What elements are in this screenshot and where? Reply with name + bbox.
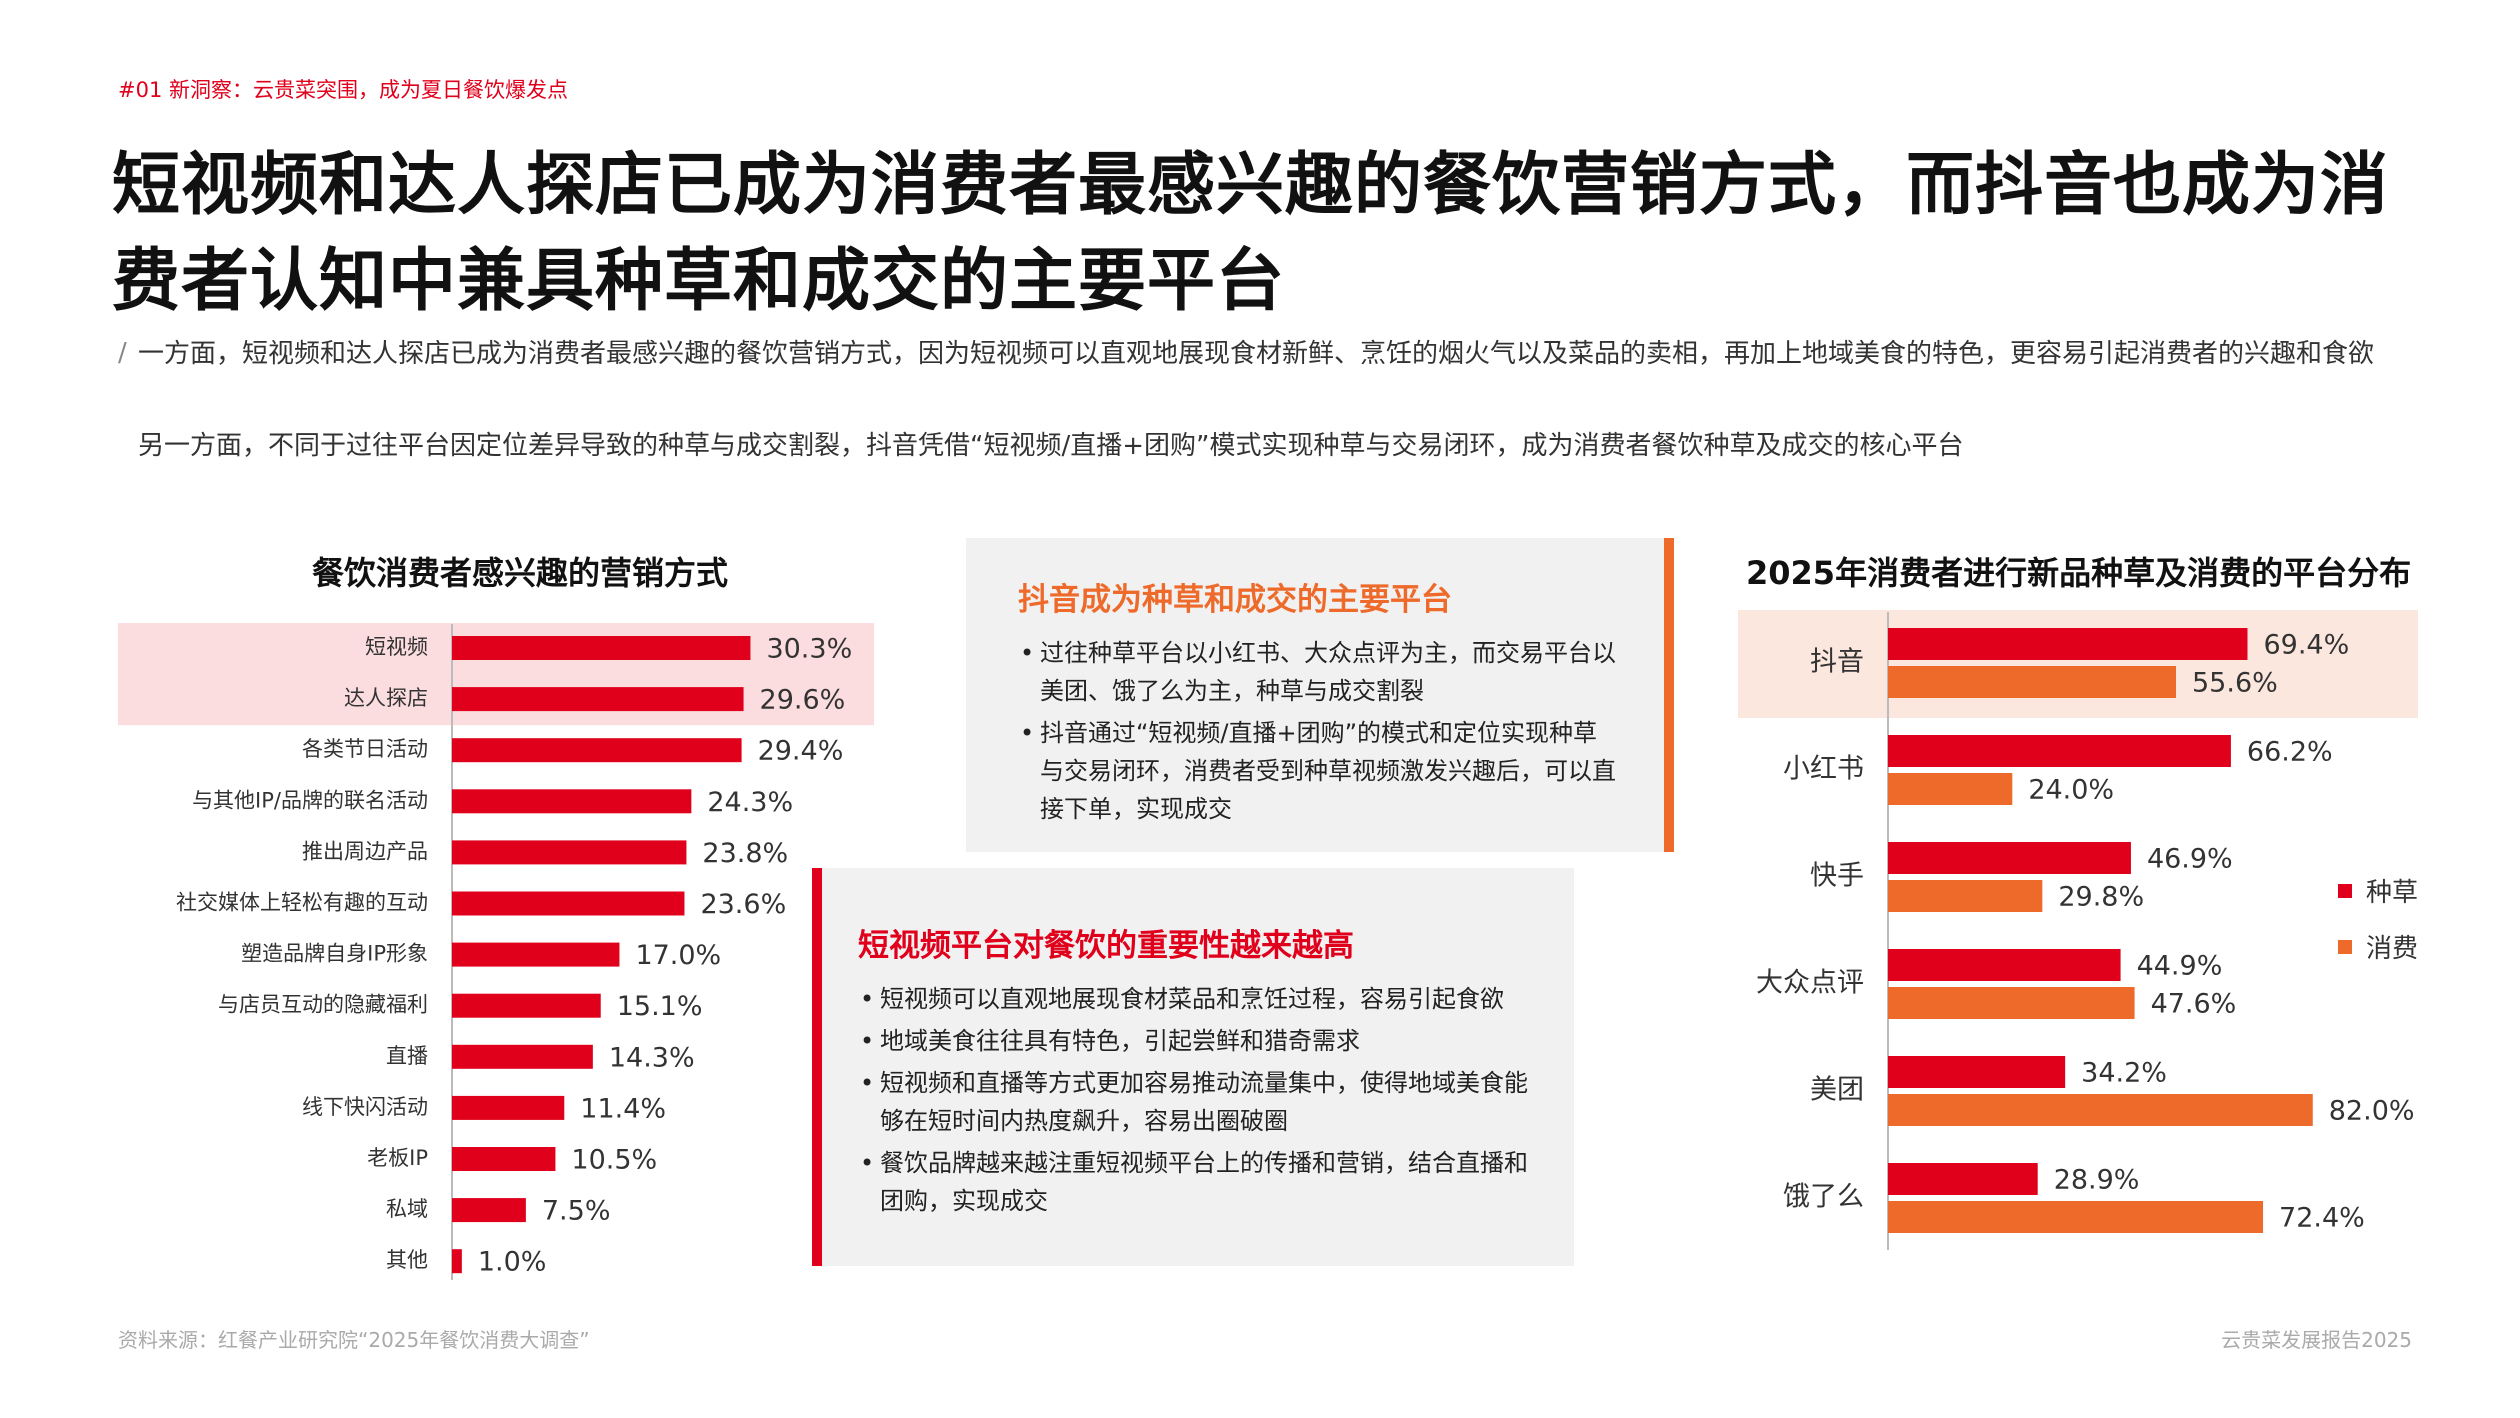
short-video-insight-box: 短视频平台对餐饮的重要性越来越高 短视频可以直观地展现食材菜品和烹饪过程，容易引…: [812, 868, 1574, 1266]
left-chart-value-label: 29.4%: [758, 736, 844, 767]
right-chart-purchase-value: 47.6%: [2151, 989, 2237, 1020]
left-chart-category-label: 推出周边产品: [302, 839, 428, 863]
short-video-insight-item: 短视频可以直观地展现食材菜品和烹饪过程，容易引起食欲: [860, 980, 1550, 1018]
short-video-insight-item: 短视频和直播等方式更加容易推动流量集中，使得地域美食能够在短时间内热度飙升，容易…: [860, 1064, 1550, 1140]
left-chart-category-label: 短视频: [365, 635, 428, 659]
right-chart-purchase-bar: [1888, 773, 2013, 805]
left-chart-value-label: 23.6%: [700, 889, 786, 920]
right-chart-category-label: 快手: [1810, 861, 1864, 892]
right-chart-category-label: 大众点评: [1756, 968, 1864, 999]
legend-item-purchase: 消费: [2338, 928, 2418, 965]
left-chart-value-label: 17.0%: [635, 940, 721, 971]
left-chart-bar: [452, 1147, 556, 1171]
left-chart-bar: [452, 789, 692, 814]
legend-item-seeding: 种草: [2338, 872, 2418, 909]
left-chart-category-label: 塑造品牌自身IP形象: [241, 942, 428, 966]
left-chart-bar: [452, 1249, 462, 1274]
left-chart-bar: [452, 891, 685, 916]
left-chart-category-label: 与店员互动的隐藏福利: [218, 993, 428, 1017]
left-chart-title: 餐饮消费者感兴趣的营销方式: [312, 554, 729, 592]
right-chart-purchase-value: 72.4%: [2279, 1203, 2365, 1234]
douyin-insight-item: 抖音通过“短视频/直播+团购”的模式和定位实现种草与交易闭环，消费者受到种草视频…: [1020, 714, 1620, 828]
left-chart-category-label: 与其他IP/品牌的联名活动: [192, 788, 428, 812]
short-video-insight-title: 短视频平台对餐饮的重要性越来越高: [858, 928, 1354, 964]
right-chart-purchase-value: 24.0%: [2028, 775, 2114, 806]
right-chart-seeding-bar: [1888, 1163, 2038, 1195]
left-chart-bar: [452, 1044, 593, 1069]
left-chart-category-label: 直播: [386, 1044, 428, 1068]
right-chart-seeding-value: 46.9%: [2147, 844, 2233, 875]
left-chart-value-label: 11.4%: [580, 1093, 666, 1124]
right-chart-seeding-value: 69.4%: [2263, 630, 2349, 661]
intro-paragraph-2: 另一方面，不同于过往平台因定位差异导致的种草与成交割裂，抖音凭借“短视频/直播+…: [138, 431, 1964, 461]
right-chart-seeding-value: 66.2%: [2247, 737, 2333, 768]
right-chart-purchase-value: 55.6%: [2192, 668, 2278, 699]
left-chart-category-label: 其他: [386, 1248, 428, 1272]
left-chart-category-label: 社交媒体上轻松有趣的互动: [176, 891, 428, 915]
left-chart-bar: [452, 1095, 565, 1120]
right-chart-category-label: 抖音: [1810, 647, 1864, 678]
right-chart-seeding-bar: [1888, 628, 2248, 660]
left-chart-value-label: 14.3%: [609, 1042, 695, 1073]
legend-label-purchase: 消费: [2366, 934, 2419, 964]
left-chart-value-label: 10.5%: [571, 1145, 657, 1176]
left-chart-bar: [452, 738, 742, 763]
left-chart-bar: [452, 1198, 526, 1223]
left-chart-bar: [452, 993, 601, 1018]
left-chart-category-label: 各类节日活动: [302, 737, 428, 761]
douyin-insight-list: 过往种草平台以小红书、大众点评为主，而交易平台以美团、饿了么为主，种草与成交割裂…: [1020, 634, 1620, 832]
left-chart-bar: [452, 840, 687, 865]
section-tag: #01 新洞察：云贵菜突围，成为夏日餐饮爆发点: [118, 78, 568, 102]
left-chart-bar: [452, 636, 751, 660]
left-chart-category-label: 私域: [386, 1197, 428, 1221]
right-chart-category-label: 美团: [1810, 1075, 1864, 1106]
right-chart-seeding-bar: [1888, 1056, 2066, 1088]
douyin-insight-item: 过往种草平台以小红书、大众点评为主，而交易平台以美团、饿了么为主，种草与成交割裂: [1020, 634, 1620, 710]
right-chart-purchase-bar: [1888, 666, 2177, 698]
douyin-insight-title: 抖音成为种草和成交的主要平台: [1018, 582, 1452, 618]
left-chart-value-label: 30.3%: [766, 634, 852, 665]
right-chart-purchase-bar: [1888, 987, 2135, 1019]
right-chart-seeding-bar: [1888, 735, 2231, 767]
short-video-insight-item: 地域美食往往具有特色，引起尝鲜和猎奇需求: [860, 1022, 1550, 1060]
legend-swatch-seeding: [2338, 883, 2352, 898]
left-chart-category-label: 老板IP: [367, 1146, 428, 1170]
right-chart-seeding-bar: [1888, 949, 2121, 981]
left-chart-value-label: 1.0%: [478, 1247, 547, 1278]
page-headline: 短视频和达人探店已成为消费者最感兴趣的餐饮营销方式，而抖音也成为消费者认知中兼具…: [112, 146, 2390, 321]
left-chart-category-label: 达人探店: [344, 686, 428, 710]
right-chart-purchase-bar: [1888, 880, 2043, 912]
report-name: 云贵菜发展报告2025: [2221, 1328, 2412, 1352]
left-chart-category-label: 线下快闪活动: [302, 1095, 428, 1119]
right-chart-seeding-value: 28.9%: [2054, 1165, 2140, 1196]
left-chart-value-label: 23.8%: [702, 838, 788, 869]
right-chart-category-label: 小红书: [1783, 754, 1864, 785]
right-chart-purchase-value: 82.0%: [2329, 1096, 2415, 1127]
right-chart-seeding-bar: [1888, 842, 2131, 874]
douyin-insight-box: 抖音成为种草和成交的主要平台 过往种草平台以小红书、大众点评为主，而交易平台以美…: [966, 538, 1674, 852]
left-chart-value-label: 24.3%: [707, 787, 793, 818]
intro-paragraph-1: 一方面，短视频和达人探店已成为消费者最感兴趣的餐饮营销方式，因为短视频可以直观地…: [138, 339, 2375, 369]
right-chart-purchase-bar: [1888, 1201, 2264, 1233]
legend-swatch-purchase: [2338, 939, 2352, 954]
right-chart-category-label: 饿了么: [1783, 1182, 1864, 1213]
right-chart-title: 2025年消费者进行新品种草及消费的平台分布: [1746, 554, 2412, 592]
legend-label-seeding: 种草: [2366, 878, 2419, 908]
left-chart-bar: [452, 687, 744, 712]
left-chart-value-label: 7.5%: [542, 1196, 611, 1227]
left-chart-value-label: 29.6%: [760, 685, 846, 716]
slash-mark: /: [118, 338, 127, 368]
source-note: 资料来源：红餐产业研究院“2025年餐饮消费大调查”: [118, 1328, 590, 1352]
short-video-insight-item: 餐饮品牌越来越注重短视频平台上的传播和营销，结合直播和团购，实现成交: [860, 1144, 1550, 1220]
right-chart-seeding-value: 44.9%: [2137, 951, 2223, 982]
left-chart-bar: [452, 942, 620, 967]
short-video-insight-list: 短视频可以直观地展现食材菜品和烹饪过程，容易引起食欲 地域美食往往具有特色，引起…: [860, 980, 1550, 1224]
right-chart-purchase-bar: [1888, 1094, 2313, 1126]
left-chart-value-label: 15.1%: [617, 991, 703, 1022]
right-chart-seeding-value: 34.2%: [2081, 1058, 2167, 1089]
right-chart-purchase-value: 29.8%: [2058, 882, 2144, 913]
